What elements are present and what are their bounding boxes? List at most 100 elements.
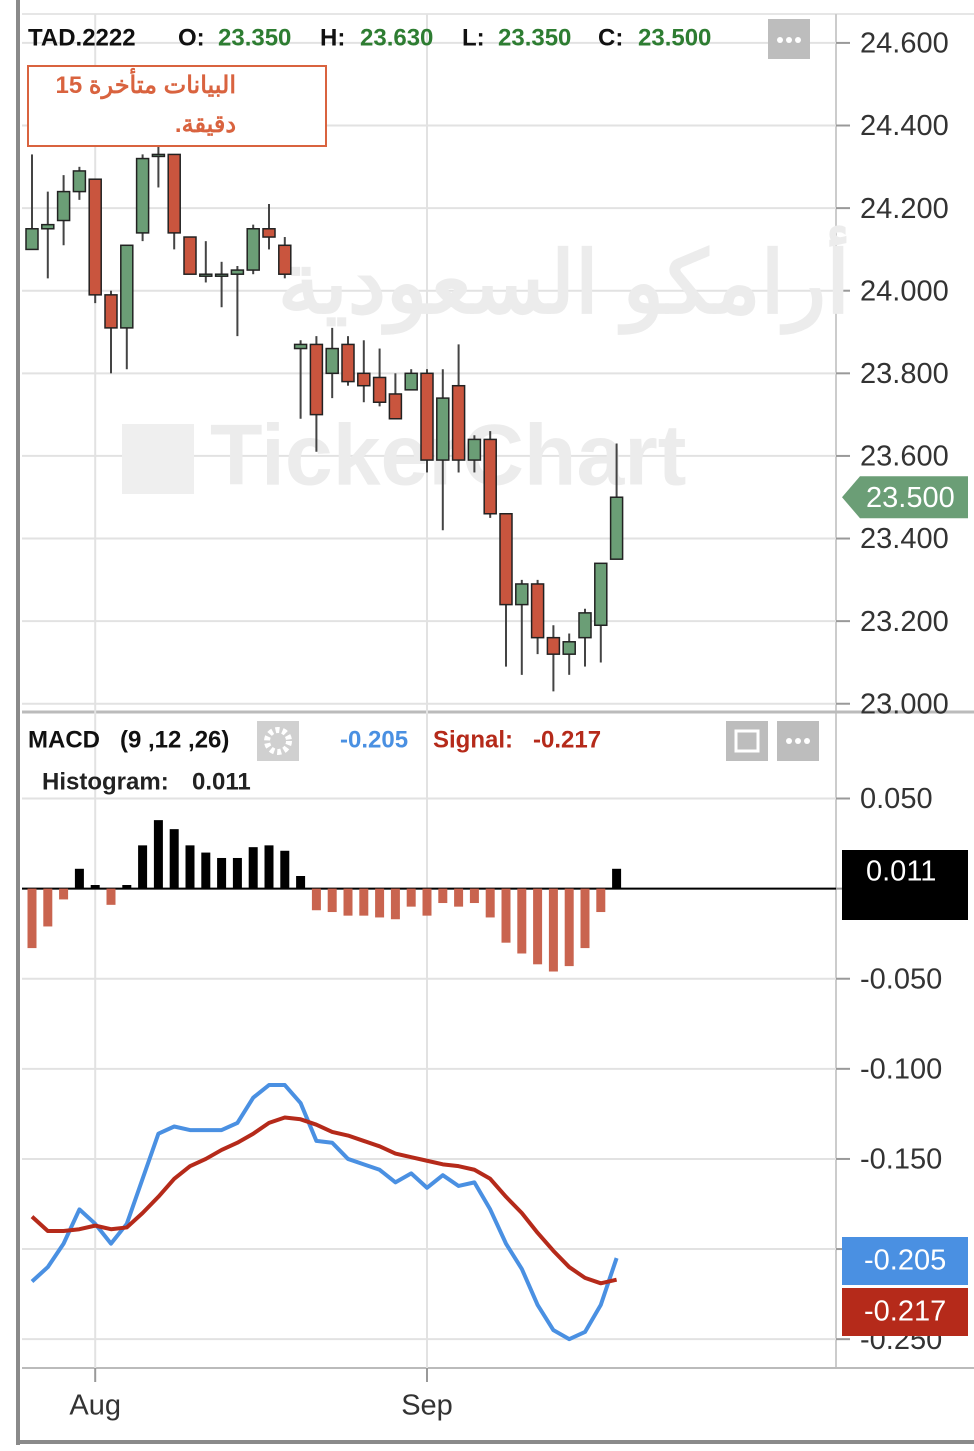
histogram-bar: [248, 847, 258, 889]
histogram-bar: [122, 885, 132, 889]
y-tick-label: 23.200: [860, 606, 949, 638]
indicator-params: (9 ,12 ,26): [120, 726, 229, 753]
candle-body: [293, 343, 308, 350]
y-tick-label: 24.600: [860, 28, 949, 60]
candle-body: [167, 153, 181, 234]
candle-body: [309, 343, 324, 416]
last-price-label: 23.500: [866, 482, 955, 514]
y-tick-label: 24.000: [860, 275, 949, 307]
menu-dots: [777, 37, 801, 43]
y-tick-label: 23.000: [860, 688, 949, 720]
last-price-tag: [842, 476, 968, 519]
candle-body: [357, 372, 371, 387]
series-tag-label: -0.205: [864, 1245, 946, 1277]
candle-body: [135, 157, 150, 234]
quote-name: C:: [598, 24, 623, 51]
y-tick-label: 24.200: [860, 193, 949, 225]
histogram-bar: [485, 888, 495, 918]
histogram-bar: [327, 888, 337, 913]
histogram-bar: [296, 876, 306, 889]
candle-body: [25, 228, 39, 251]
candle-body: [594, 562, 608, 627]
maximize-icon: [734, 729, 760, 753]
y-tick-label: -0.050: [860, 963, 942, 995]
candle-body: [530, 583, 545, 639]
candle-body: [609, 496, 624, 560]
candle-body: [104, 294, 118, 329]
histogram-bar: [517, 888, 527, 954]
candle-body: [499, 513, 513, 606]
marks: [22, 125, 836, 1342]
histogram-bar: [90, 885, 100, 889]
quote-name: O:: [178, 24, 205, 51]
histogram-bar: [106, 888, 116, 905]
y-tick-label: 24.400: [860, 110, 949, 142]
histogram-bar: [390, 888, 400, 920]
macd-line: [30, 1115, 618, 1286]
histogram-bar: [74, 868, 84, 889]
histogram-bar: [217, 857, 227, 889]
candle-body: [325, 347, 339, 375]
candle-body: [214, 273, 229, 277]
histogram-bar: [343, 888, 353, 916]
x-tick-label: Sep: [401, 1390, 453, 1422]
candle-body: [88, 178, 102, 296]
labels: Aug Sep 23.500 O: 23.350 H: 23.630 L: 23.350 C: 23…: [69, 24, 968, 1422]
histogram-bar: [185, 845, 195, 889]
histogram-bar: [580, 888, 590, 949]
candle-body: [436, 397, 450, 461]
histogram-bar: [612, 868, 622, 889]
quote-name: H:: [320, 24, 345, 51]
candle-body: [246, 228, 260, 271]
series-tag-label: -0.217: [864, 1296, 946, 1328]
candle-body: [467, 438, 482, 461]
frame-left: [16, 0, 20, 1445]
y-tick-label: 23.400: [860, 523, 949, 555]
menu-dots: [786, 738, 810, 744]
quote-value: 23.350: [498, 24, 571, 51]
quote-value: 23.630: [360, 24, 433, 51]
histogram-bar: [201, 852, 211, 889]
histogram-bar: [169, 829, 179, 889]
candle-body: [372, 376, 387, 403]
histogram-bar: [454, 888, 464, 907]
y-tick-label: -0.150: [860, 1144, 942, 1176]
indicator-title: MACD: [28, 726, 100, 753]
histogram-bar: [311, 888, 321, 911]
quote-name: L:: [462, 24, 485, 51]
y-tick-label: 23.800: [860, 358, 949, 390]
histogram-bar: [469, 888, 479, 904]
candle-body: [72, 170, 87, 193]
y-tick-label: 23.600: [860, 441, 949, 473]
histogram-bar: [138, 845, 148, 889]
histogram-bar: [596, 888, 606, 913]
series-tag: [842, 1237, 968, 1285]
candle-body: [230, 269, 245, 275]
gear-icon: [264, 727, 292, 755]
histogram-bar: [153, 820, 163, 889]
histogram-value: 0.011: [192, 768, 251, 795]
histogram-bar: [406, 888, 416, 907]
candle-body: [41, 223, 55, 230]
histogram-bar: [438, 888, 448, 904]
candle-body: [451, 384, 466, 461]
candle-body: [404, 372, 418, 391]
histogram-bar: [27, 888, 37, 949]
candle-body: [183, 236, 197, 275]
quote-value: 23.500: [638, 24, 711, 51]
watermark: أرامكو السعودية: [278, 226, 850, 336]
histogram-bar: [533, 888, 543, 965]
histogram-bar: [422, 888, 432, 916]
candle-body: [515, 583, 529, 606]
histogram-bar: [280, 850, 290, 889]
watermark-logo: [122, 424, 194, 494]
histogram-bar: [564, 888, 574, 967]
quote-value: 23.350: [218, 24, 291, 51]
histogram-bar: [501, 888, 511, 943]
histogram-bar: [359, 888, 369, 916]
maximize-button[interactable]: [726, 721, 768, 761]
candle-body: [420, 372, 434, 461]
candle-body: [151, 153, 166, 158]
histogram-tag-label: 0.011: [866, 856, 936, 888]
